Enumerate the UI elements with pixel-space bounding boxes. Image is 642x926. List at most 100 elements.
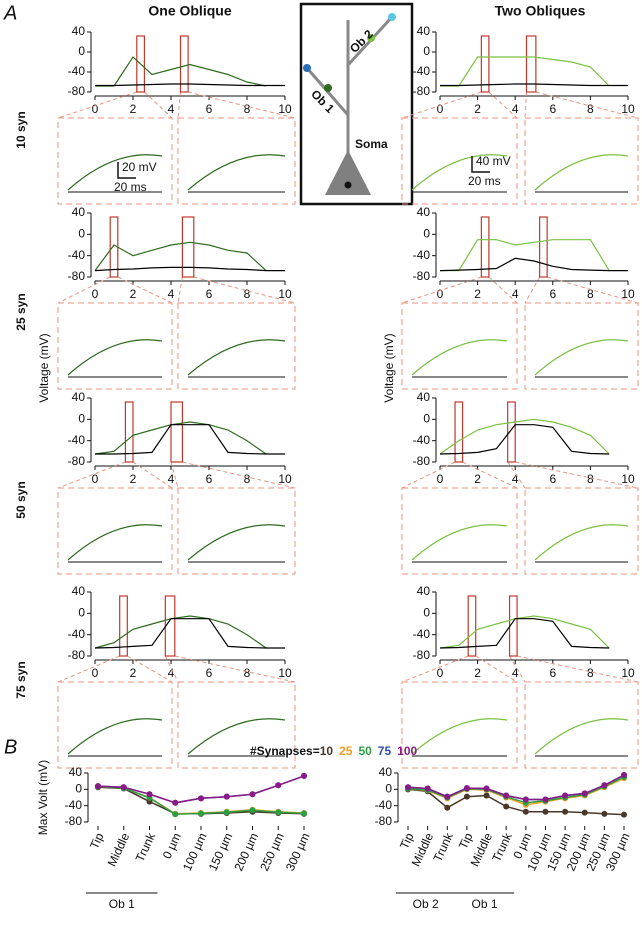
zoom-connector — [507, 461, 526, 489]
row-label: 75 syn — [14, 661, 28, 698]
data-point — [301, 772, 307, 779]
y-tick-label: 40 — [379, 765, 393, 779]
x-tick-label: 8 — [587, 666, 594, 680]
zoom-window — [539, 216, 548, 278]
legend-title: #Synapses= — [250, 744, 320, 758]
y-tick-label: 0 — [385, 782, 392, 796]
y-tick-label: 0 — [75, 782, 82, 796]
group-label: Ob 2 — [413, 897, 439, 911]
legend: #Synapses=10 25 50 75 100 — [250, 744, 418, 758]
y-tick-label: -80 — [413, 648, 431, 662]
x-tick-label: 0 — [92, 287, 99, 301]
series-line — [439, 257, 628, 272]
x-tick-label: 8 — [244, 666, 251, 680]
data-point — [249, 807, 256, 814]
y-tick-label: -80 — [413, 454, 431, 468]
series-line — [95, 424, 285, 455]
scale-bar — [117, 162, 136, 179]
scale-bar-label: 20 mV — [122, 160, 157, 174]
y-tick-label: -80 — [68, 648, 86, 662]
zoom-window — [124, 401, 134, 463]
x-tick-label: 8 — [244, 472, 251, 486]
x-tick-label: 10 — [621, 666, 635, 680]
data-point — [146, 791, 153, 798]
y-tick-label: -80 — [68, 454, 86, 468]
y-tick-label: 0 — [423, 44, 430, 58]
x-tick-label: 4 — [512, 472, 519, 486]
data-point — [424, 785, 431, 792]
y-tick-label: -40 — [413, 433, 431, 447]
x-tick-label: 6 — [206, 666, 213, 680]
data-point — [601, 782, 608, 789]
x-tick-label: 300 µm — [283, 831, 313, 873]
series-line — [94, 421, 267, 455]
y-tick-label: -80 — [413, 84, 431, 98]
zoom-connector — [57, 461, 126, 489]
data-point — [120, 784, 127, 791]
series-line — [439, 418, 610, 455]
data-point — [503, 792, 510, 799]
y-tick-label: -40 — [413, 248, 431, 262]
zoom-connector — [475, 655, 518, 683]
inset-box — [524, 117, 639, 205]
inset-trace — [534, 524, 629, 561]
data-point — [223, 793, 230, 800]
inset-trace — [67, 154, 163, 191]
data-point — [483, 785, 490, 792]
zoom-connector — [170, 461, 179, 489]
group-label: Ob 1 — [109, 897, 135, 911]
zoom-connector — [401, 655, 469, 683]
data-point — [172, 811, 179, 818]
data-point — [522, 796, 529, 803]
x-tick-label: 4 — [512, 287, 519, 301]
data-point — [542, 796, 549, 803]
data-point — [581, 809, 588, 816]
y-tick-label: -40 — [68, 433, 86, 447]
x-tick-label: 4 — [168, 472, 175, 486]
x-tick-label: Trunk — [489, 830, 515, 864]
x-tick-label: 4 — [168, 102, 175, 116]
x-tick-label: 8 — [244, 287, 251, 301]
x-tick-label: 6 — [549, 666, 556, 680]
y-tick-label: -40 — [375, 798, 393, 812]
data-point — [542, 808, 549, 815]
zoom-connector — [144, 91, 173, 119]
inset-box — [177, 302, 296, 390]
row-label: 50 syn — [14, 481, 28, 518]
x-tick-label: 10 — [621, 102, 635, 116]
x-tick-label: 4 — [512, 102, 519, 116]
y-tick-label: -40 — [413, 64, 431, 78]
x-tick-label: Tip — [397, 830, 417, 851]
inset-trace — [411, 524, 508, 561]
inset-box — [524, 487, 639, 575]
zoom-window — [480, 216, 490, 278]
zoom-connector — [164, 655, 179, 683]
x-tick-label: 0 — [437, 287, 444, 301]
x-tick-label: Trunk — [430, 830, 456, 864]
zoom-connector — [524, 91, 527, 119]
inset-trace — [534, 339, 629, 376]
zoom-window — [136, 35, 146, 93]
x-tick-label: Tip — [456, 830, 476, 851]
scale-bar-label: 40 mV — [476, 154, 511, 168]
data-point — [172, 799, 179, 806]
zoom-connector — [524, 276, 541, 304]
y-tick-label: -80 — [375, 814, 393, 828]
x-tick-label: 8 — [587, 287, 594, 301]
x-tick-label: 10 — [278, 666, 292, 680]
data-point — [444, 793, 451, 800]
series-line — [95, 83, 285, 87]
zoom-connector — [488, 276, 518, 304]
zoom-connector — [127, 655, 173, 683]
inset-trace — [534, 718, 629, 755]
inset-trace — [187, 154, 286, 191]
y-tick-label: -40 — [65, 798, 83, 812]
scale-bar-label: 20 ms — [468, 174, 501, 188]
data-point — [223, 809, 230, 816]
x-tick-label: 4 — [168, 287, 175, 301]
y-tick-label: 0 — [423, 227, 430, 241]
inset-trace — [187, 339, 286, 376]
zoom-window — [525, 35, 537, 93]
x-tick-label: 0 — [437, 666, 444, 680]
